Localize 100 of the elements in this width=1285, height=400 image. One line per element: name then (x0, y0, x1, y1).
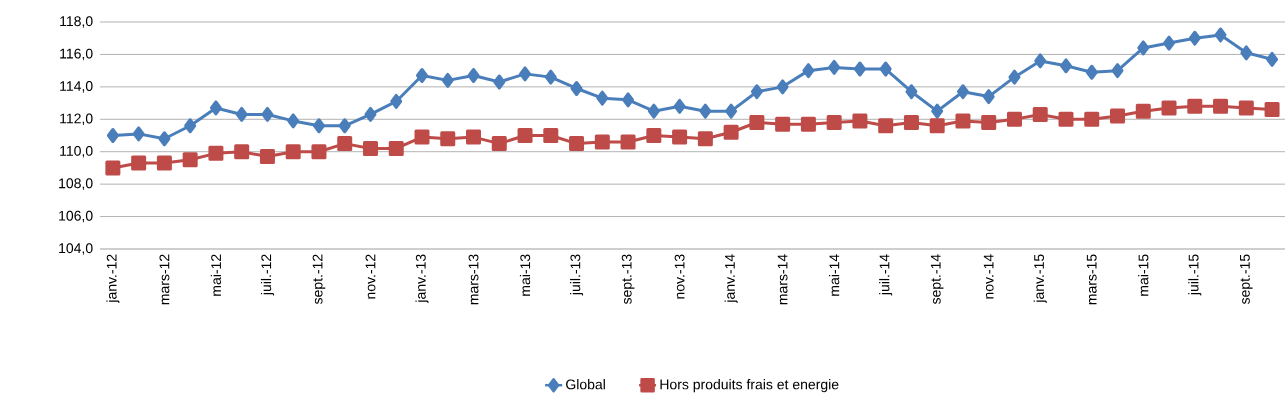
point (208, 145, 224, 161)
point (570, 80, 583, 96)
point (388, 140, 404, 156)
y-tick-label: 108,0 (59, 178, 93, 190)
point (1085, 64, 1098, 80)
point (1110, 108, 1126, 124)
point (466, 129, 482, 145)
point (106, 128, 119, 143)
point (1135, 103, 1151, 119)
point (362, 140, 378, 156)
point (517, 128, 533, 143)
point (1214, 27, 1227, 43)
point (931, 103, 944, 119)
x-tick-label: juil.-14 (879, 254, 893, 296)
x-tick-label: juil.-15 (1188, 254, 1202, 296)
point (622, 92, 635, 108)
point (749, 115, 765, 131)
x-tick-label: mai-12 (210, 254, 222, 296)
point (1163, 35, 1176, 51)
point (596, 90, 609, 106)
x-tick-label: nov.-14 (983, 254, 994, 299)
legend-label: Global (566, 379, 605, 390)
x-tick-label: sept.-14 (930, 254, 944, 305)
point (879, 61, 892, 77)
x-tick-label: mai-15 (1138, 254, 1149, 296)
point (414, 129, 430, 145)
point (775, 116, 791, 132)
point (209, 100, 222, 116)
point (699, 103, 712, 119)
y-tick-label: 114,0 (60, 81, 93, 93)
point (800, 116, 816, 132)
point (440, 131, 456, 147)
point (287, 113, 300, 129)
point (1111, 63, 1124, 79)
point (311, 144, 327, 160)
point (594, 134, 610, 150)
x-tick-label: mai-13 (519, 254, 531, 296)
x-tick-label: janv.-13 (415, 254, 429, 303)
point (929, 118, 945, 134)
point (519, 66, 532, 82)
point (543, 128, 559, 143)
point (723, 124, 739, 140)
point (1213, 98, 1229, 114)
point (982, 89, 995, 105)
x-tick-label: nov.-12 (365, 254, 376, 299)
point (828, 59, 841, 75)
point (569, 136, 585, 152)
point (1264, 102, 1280, 118)
point (312, 118, 325, 134)
point (802, 63, 815, 79)
point (1188, 30, 1201, 46)
point (364, 106, 377, 122)
point (697, 131, 713, 147)
point (441, 72, 454, 88)
point (956, 84, 969, 100)
point (647, 103, 660, 119)
point (184, 118, 197, 134)
point (156, 155, 172, 171)
point (903, 115, 919, 131)
y-tick-label: 110,0 (60, 145, 93, 158)
y-tick-label: 112,0 (60, 113, 93, 126)
point (1032, 106, 1048, 122)
point (878, 118, 894, 134)
point (1034, 53, 1047, 69)
point (646, 128, 662, 143)
point (776, 79, 789, 95)
x-tick-label: juil.-12 (260, 254, 274, 296)
point (1187, 98, 1203, 114)
point (493, 74, 506, 90)
x-tick-label: janv.-12 (106, 254, 120, 303)
point (1240, 45, 1253, 61)
point (544, 69, 557, 85)
x-tick-label: janv.-14 (724, 254, 738, 303)
point (852, 113, 868, 129)
point (1238, 100, 1254, 116)
point (750, 84, 763, 100)
point (725, 103, 738, 119)
point (672, 129, 688, 145)
point (853, 61, 866, 77)
point (1137, 40, 1150, 56)
x-tick-label: sept.-15 (1240, 254, 1253, 305)
point (491, 136, 507, 152)
point (261, 106, 274, 122)
y-tick-label: 106,0 (59, 210, 93, 223)
point (131, 155, 147, 171)
point (467, 68, 480, 83)
x-tick-label: juil.-13 (570, 254, 584, 296)
point (132, 126, 145, 142)
point (416, 68, 428, 83)
point (1266, 51, 1279, 67)
point (338, 118, 351, 134)
point (905, 84, 918, 100)
point (620, 134, 636, 150)
point (1058, 111, 1074, 127)
x-tick-label: nov.-13 (674, 254, 685, 299)
y-tick-label: 104,0 (59, 243, 93, 255)
x-tick-label: mai-14 (829, 254, 840, 296)
x-tick-label: mars-13 (468, 254, 479, 305)
point (285, 144, 301, 160)
point (235, 106, 248, 122)
